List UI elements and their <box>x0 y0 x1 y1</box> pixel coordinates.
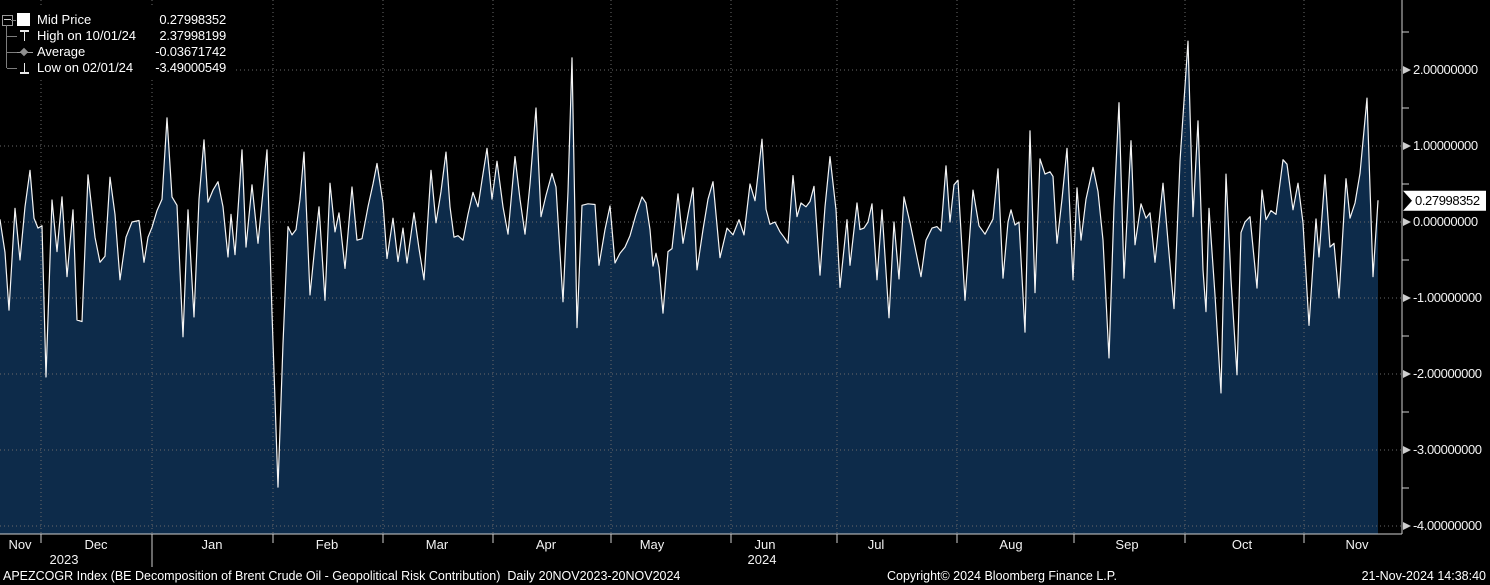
x-axis-month-label: Feb <box>315 537 339 552</box>
legend-value: -0.03671742 <box>155 44 226 59</box>
x-axis-year-label: 2023 <box>49 552 79 567</box>
mid-price-swatch-icon <box>17 13 30 26</box>
x-axis-year-label: 2024 <box>747 552 777 567</box>
x-axis-month-label: Aug <box>999 537 1023 552</box>
y-tick-arrow <box>1403 294 1411 302</box>
x-axis-month-label: May <box>639 537 665 552</box>
y-tick-arrow <box>1403 142 1411 150</box>
y-tick-arrow <box>1403 66 1411 74</box>
y-axis-label: 1.00000000 <box>1413 138 1478 153</box>
y-tick-arrow <box>1403 218 1411 226</box>
x-axis-month-label: Nov <box>1345 537 1369 552</box>
x-axis-month-label: Apr <box>535 537 557 552</box>
legend-value: 2.37998199 <box>159 28 226 43</box>
x-axis-month-label: Mar <box>425 537 449 552</box>
x-axis-month-label: Jun <box>754 537 776 552</box>
x-axis-month-label: Nov <box>8 537 32 552</box>
y-axis-label: -1.00000000 <box>1413 290 1482 305</box>
x-axis-month-label: Dec <box>84 537 108 552</box>
legend-tree-line <box>7 36 17 37</box>
legend-row-mid-price[interactable]: Mid Price 0.27998352 <box>0 12 234 28</box>
x-axis-month-label: Oct <box>1231 537 1253 552</box>
legend-label: Mid Price <box>37 12 92 27</box>
x-axis-month-label: Sep <box>1115 537 1139 552</box>
legend-row-low-on-02-01-24[interactable]: Low on 02/01/24 -3.49000549 <box>0 60 234 76</box>
legend-row-average[interactable]: Average -0.03671742 <box>0 44 234 60</box>
mid-price-line <box>0 40 1379 488</box>
footer-copyright: Copyright© 2024 Bloomberg Finance L.P. <box>887 569 1117 583</box>
footer-bar: APEZCOGR Index (BE Decomposition of Bren… <box>0 568 1490 585</box>
high-marker-icon <box>20 30 29 41</box>
average-marker-icon <box>16 47 33 57</box>
legend-row-high-on-10-01-24[interactable]: High on 10/01/24 2.37998199 <box>0 28 234 44</box>
x-axis-month-label: Jul <box>867 537 885 552</box>
legend-label: Average <box>37 44 86 59</box>
y-axis-label: -3.00000000 <box>1413 442 1482 457</box>
chart-legend: Mid Price 0.27998352 High on 10/01/24 2.379… <box>0 6 234 80</box>
legend-label: High on 10/01/24 <box>37 28 137 43</box>
mid-price-area-fill <box>0 41 1378 534</box>
y-axis-label: 2.00000000 <box>1413 62 1478 77</box>
y-axis-label: 0.00000000 <box>1413 214 1478 229</box>
legend-tree-line <box>7 52 17 53</box>
legend-value: -3.49000549 <box>155 60 226 75</box>
y-tick-arrow <box>1403 522 1411 530</box>
footer-instrument-title: APEZCOGR Index (BE Decomposition of Bren… <box>3 569 681 583</box>
legend-tree-line <box>11 20 16 21</box>
y-tick-arrow <box>1403 370 1411 378</box>
legend-tree-line <box>6 25 7 68</box>
last-price-flag-label: 0.27998352 <box>1415 193 1480 209</box>
legend-label: Low on 02/01/24 <box>37 60 134 75</box>
y-axis-label: -2.00000000 <box>1413 366 1482 381</box>
low-marker-icon <box>20 63 29 74</box>
legend-value: 0.27998352 <box>159 12 226 27</box>
last-price-flag <box>1403 190 1486 211</box>
footer-timestamp: 21-Nov-2024 14:38:40 <box>1361 569 1486 583</box>
y-tick-arrow <box>1403 446 1411 454</box>
legend-tree-line <box>7 68 17 69</box>
x-axis-month-label: Jan <box>201 537 223 552</box>
y-axis-label: -4.00000000 <box>1413 518 1482 533</box>
